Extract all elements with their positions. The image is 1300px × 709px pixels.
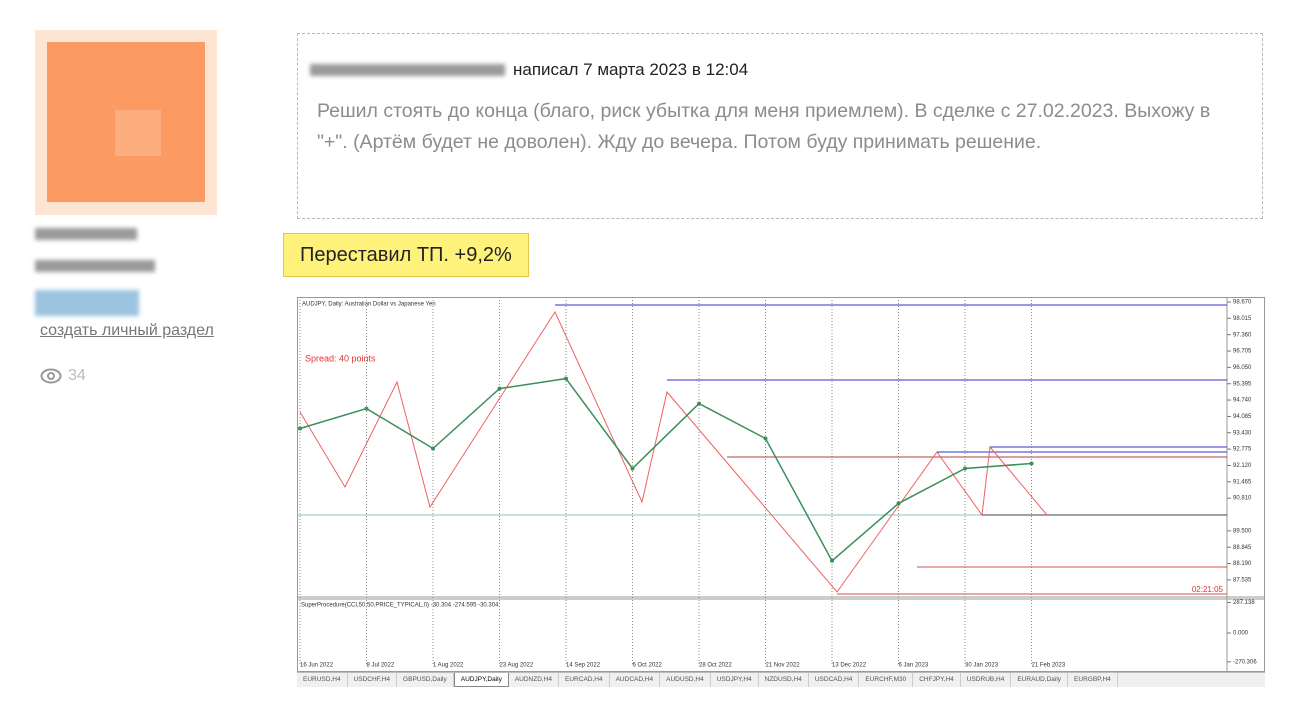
y-tick-label: 96.705 — [1233, 349, 1252, 355]
quote-meta: написал 7 марта 2023 в 12:04 — [513, 60, 749, 79]
symbol-tab[interactable]: EURAUD,Daily — [1011, 673, 1069, 687]
indicator-tick-label: -270.306 — [1233, 659, 1257, 665]
x-tick-label: 1 Aug 2022 — [433, 663, 464, 669]
symbol-tabs: EURUSD,H4 USDCHF,H4 GBPUSD,Daily AUDJPY,Dai… — [297, 672, 1265, 687]
y-tick-label: 88.190 — [1233, 561, 1252, 567]
quote-text: Решил стоять до конца (благо, риск убытк… — [317, 100, 1211, 153]
symbol-tab[interactable]: EURGBP,H4 — [1068, 673, 1118, 687]
y-tick-label: 92.775 — [1233, 447, 1252, 453]
symbol-tab[interactable]: AUDJPY,Daily — [453, 673, 509, 687]
price-point — [963, 466, 967, 471]
y-tick-label: 90.810 — [1233, 496, 1252, 502]
price-point — [564, 376, 568, 381]
y-tick-label: 98.015 — [1233, 316, 1252, 322]
y-tick-label: 91.465 — [1233, 479, 1252, 485]
x-tick-label: 16 Jun 2022 — [300, 663, 334, 669]
x-tick-label: 13 Dec 2022 — [832, 663, 867, 669]
x-tick-label: 14 Sep 2022 — [566, 663, 601, 669]
x-tick-label: 6 Oct 2022 — [633, 663, 663, 669]
symbol-tab[interactable]: GBPUSD,Daily — [397, 673, 454, 687]
blurred-rank — [35, 260, 155, 272]
blurred-name — [35, 228, 137, 240]
x-tick-label: 21 Nov 2022 — [766, 663, 801, 669]
symbol-tab[interactable]: AUDUSD,H4 — [660, 673, 711, 687]
blurred-badge — [35, 290, 139, 316]
symbol-tab[interactable]: EURCHF,M30 — [859, 673, 914, 687]
y-tick-label: 95.395 — [1233, 381, 1252, 387]
price-point — [431, 446, 435, 451]
spread-annotation: Spread: 40 points — [305, 353, 376, 363]
y-tick-label: 98.670 — [1233, 300, 1252, 306]
y-tick-label: 89.500 — [1233, 528, 1252, 534]
price-point — [298, 426, 302, 431]
indicator-tick-label: 0.000 — [1233, 631, 1249, 637]
symbol-tab[interactable]: CHFJPY,H4 — [913, 673, 961, 687]
message: Переставил ТП. +9,2% — [283, 233, 529, 277]
chart-title: AUDJPY, Daily: Australian Dollar vs Japa… — [302, 302, 436, 308]
indicator-tick-label: 287.138 — [1233, 600, 1255, 606]
price-point — [497, 386, 502, 391]
x-tick-label: 8 Jul 2022 — [367, 663, 395, 669]
symbol-tab[interactable]: USDRUB,H4 — [961, 673, 1012, 687]
blurred-author — [310, 64, 505, 76]
y-tick-label: 94.740 — [1233, 398, 1252, 404]
y-tick-label: 96.050 — [1233, 365, 1252, 371]
x-tick-label: 28 Oct 2022 — [699, 663, 732, 669]
view-count: 34 — [68, 367, 86, 384]
symbol-tab[interactable]: AUDCAD,H4 — [610, 673, 661, 687]
chart: AUDJPY, Daily: Australian Dollar vs Japa… — [297, 297, 1265, 672]
price-point — [896, 501, 901, 506]
symbol-tab[interactable]: USDCAD,H4 — [809, 673, 860, 687]
avatar — [35, 30, 217, 215]
x-tick-label: 21 Feb 2023 — [1032, 663, 1066, 669]
price-point — [830, 558, 834, 563]
symbol-tab[interactable]: AUDNZD,H4 — [509, 673, 560, 687]
symbol-tab[interactable]: NZDUSD,H4 — [759, 673, 809, 687]
y-tick-label: 94.085 — [1233, 414, 1252, 420]
symbol-tab[interactable]: USDCHF,H4 — [348, 673, 398, 687]
y-tick-label: 88.845 — [1233, 545, 1252, 551]
y-tick-label: 87.535 — [1233, 577, 1252, 583]
y-tick-label: 97.360 — [1233, 332, 1252, 338]
price-line — [299, 377, 1032, 562]
x-tick-label: 30 Jan 2023 — [965, 663, 999, 669]
price-point — [630, 466, 635, 471]
bar-timer: 02:21:05 — [1192, 585, 1224, 594]
quote: написал 7 марта 2023 в 12:04 Решил стоят… — [297, 33, 1263, 219]
symbol-tab[interactable]: USDJPY,H4 — [711, 673, 759, 687]
price-point — [1029, 461, 1034, 466]
symbol-tab[interactable]: EURCAD,H4 — [559, 673, 610, 687]
price-point — [697, 401, 701, 406]
y-tick-label: 93.430 — [1233, 430, 1252, 436]
price-point — [364, 406, 369, 411]
create-section-link[interactable]: создать личный раздел — [40, 322, 214, 339]
x-tick-label: 6 Jan 2023 — [899, 663, 929, 669]
chart-frame — [297, 297, 1265, 672]
views: 34 — [40, 367, 86, 385]
eye-icon — [40, 368, 62, 384]
x-tick-label: 23 Aug 2022 — [500, 663, 534, 669]
y-tick-label: 92.120 — [1233, 463, 1252, 469]
symbol-tab[interactable]: EURUSD,H4 — [297, 673, 348, 687]
indicator-label: SuperProcedure(CCI,50,50,PRICE_TYPICAL,0… — [301, 603, 499, 609]
price-point — [763, 436, 768, 441]
